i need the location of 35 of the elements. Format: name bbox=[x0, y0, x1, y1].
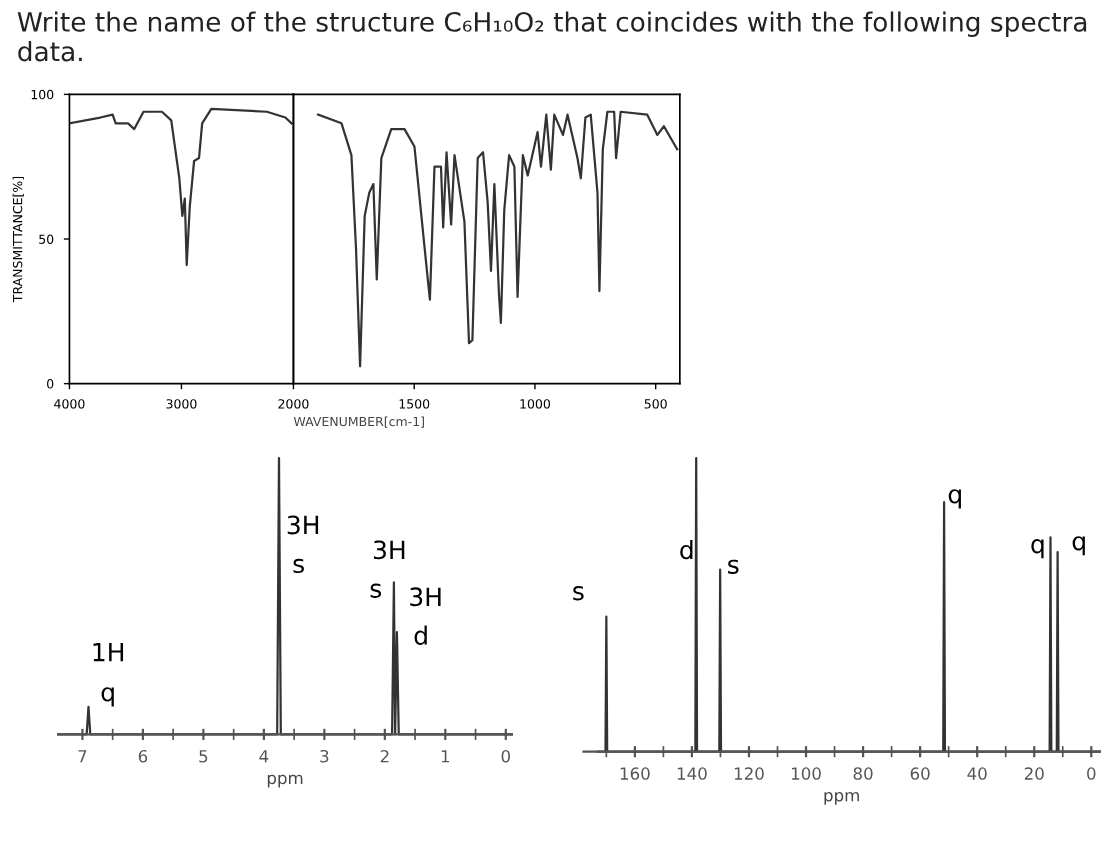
annotation: 3H bbox=[287, 515, 319, 535]
x-tick-label: 7 bbox=[78, 750, 87, 763]
annotation: q bbox=[1072, 536, 1085, 556]
x-tick-label: 0 bbox=[1087, 767, 1096, 780]
x-tick-label: 6 bbox=[138, 749, 148, 763]
x-tick-label: 160 bbox=[620, 767, 650, 780]
x-tick-label: 2 bbox=[380, 749, 389, 763]
x-axis-title: ppm bbox=[267, 774, 303, 788]
x-tick-label: 4 bbox=[259, 750, 269, 763]
annotation: 1H bbox=[93, 642, 124, 662]
annotation: 3H bbox=[410, 587, 441, 607]
x-tick-label: 140 bbox=[677, 767, 707, 780]
annotation: q bbox=[948, 489, 961, 509]
text: Write the name of the structure C₆H₁₀O₂ that coincides with the following spectra data. bbox=[17, 11, 1087, 62]
annotation: q bbox=[1031, 539, 1044, 559]
x-tick-label: 120 bbox=[734, 767, 764, 780]
line-series bbox=[69, 107, 293, 267]
annotation: d bbox=[680, 539, 693, 560]
annotation: s bbox=[573, 586, 584, 601]
annotation: q bbox=[101, 687, 114, 707]
x-tick-label: 20 bbox=[1024, 767, 1044, 780]
x-tick-label: 3 bbox=[320, 749, 329, 763]
x-tick-label: 40 bbox=[967, 767, 987, 780]
x-tick-label: 80 bbox=[853, 767, 873, 780]
x-tick-label: 1 bbox=[441, 750, 450, 763]
x-tick-label: 5 bbox=[199, 750, 208, 763]
x-axis-title: ppm bbox=[824, 791, 859, 805]
x-tick-label: 60 bbox=[910, 767, 930, 780]
annotation: s bbox=[728, 559, 739, 574]
annotation: s bbox=[293, 558, 304, 574]
x-tick-label: 100 bbox=[791, 767, 821, 780]
annotation: s bbox=[370, 583, 382, 598]
annotation: 3H bbox=[373, 540, 405, 560]
annotation: d bbox=[414, 625, 427, 645]
x-tick-label: 0 bbox=[501, 749, 510, 763]
